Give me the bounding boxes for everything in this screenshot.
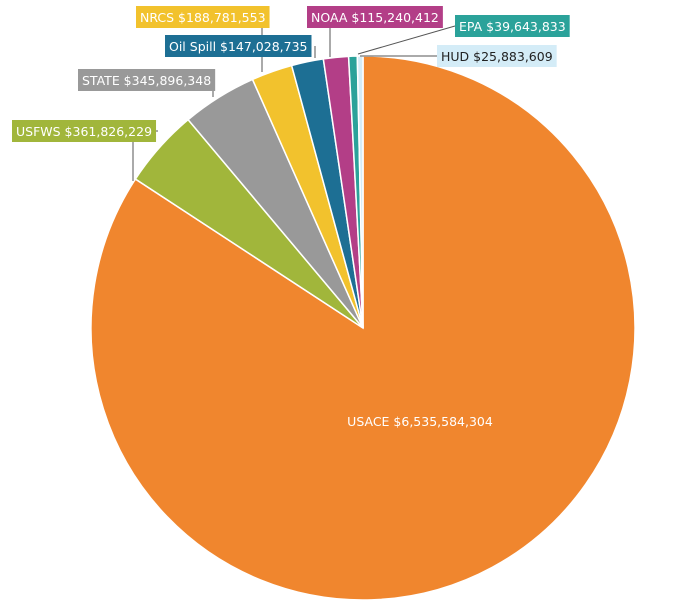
slice-labels: USACE $6,535,584,304 USFWS $361,826,229 ST… [12, 6, 570, 429]
label-box-noaa [307, 6, 443, 28]
label-text-usfws: USFWS $361,826,229 [16, 124, 152, 139]
label-text-hud: HUD $25,883,609 [441, 49, 553, 64]
pie-slices [90, 55, 636, 601]
label-box-nrcs [136, 6, 270, 28]
slice-label-usace: USACE $6,535,584,304 [347, 414, 493, 429]
label-text-epa: EPA $39,643,833 [459, 19, 566, 34]
leader-line-epa [357, 25, 456, 55]
label-text-noaa: NOAA $115,240,412 [311, 10, 439, 25]
label-box-state [78, 69, 216, 91]
slice-label-epa: EPA $39,643,833 [455, 15, 570, 37]
label-text-state: STATE $345,896,348 [82, 73, 211, 88]
slice-label-noaa: NOAA $115,240,412 [307, 6, 443, 28]
label-box-oil-spill [165, 35, 312, 57]
slice-label-state: STATE $345,896,348 [78, 69, 216, 91]
slice-label-oil-spill: Oil Spill $147,028,735 [165, 35, 312, 57]
label-text-nrcs: NRCS $188,781,553 [140, 10, 266, 25]
label-box-usfws [12, 120, 157, 142]
slice-label-usfws: USFWS $361,826,229 [12, 120, 157, 142]
label-box-hud [437, 45, 557, 67]
label-box-epa [455, 15, 570, 37]
slice-label-nrcs: NRCS $188,781,553 [136, 6, 270, 28]
slice-label-hud: HUD $25,883,609 [437, 45, 557, 67]
label-text-oil-spill: Oil Spill $147,028,735 [169, 39, 308, 54]
